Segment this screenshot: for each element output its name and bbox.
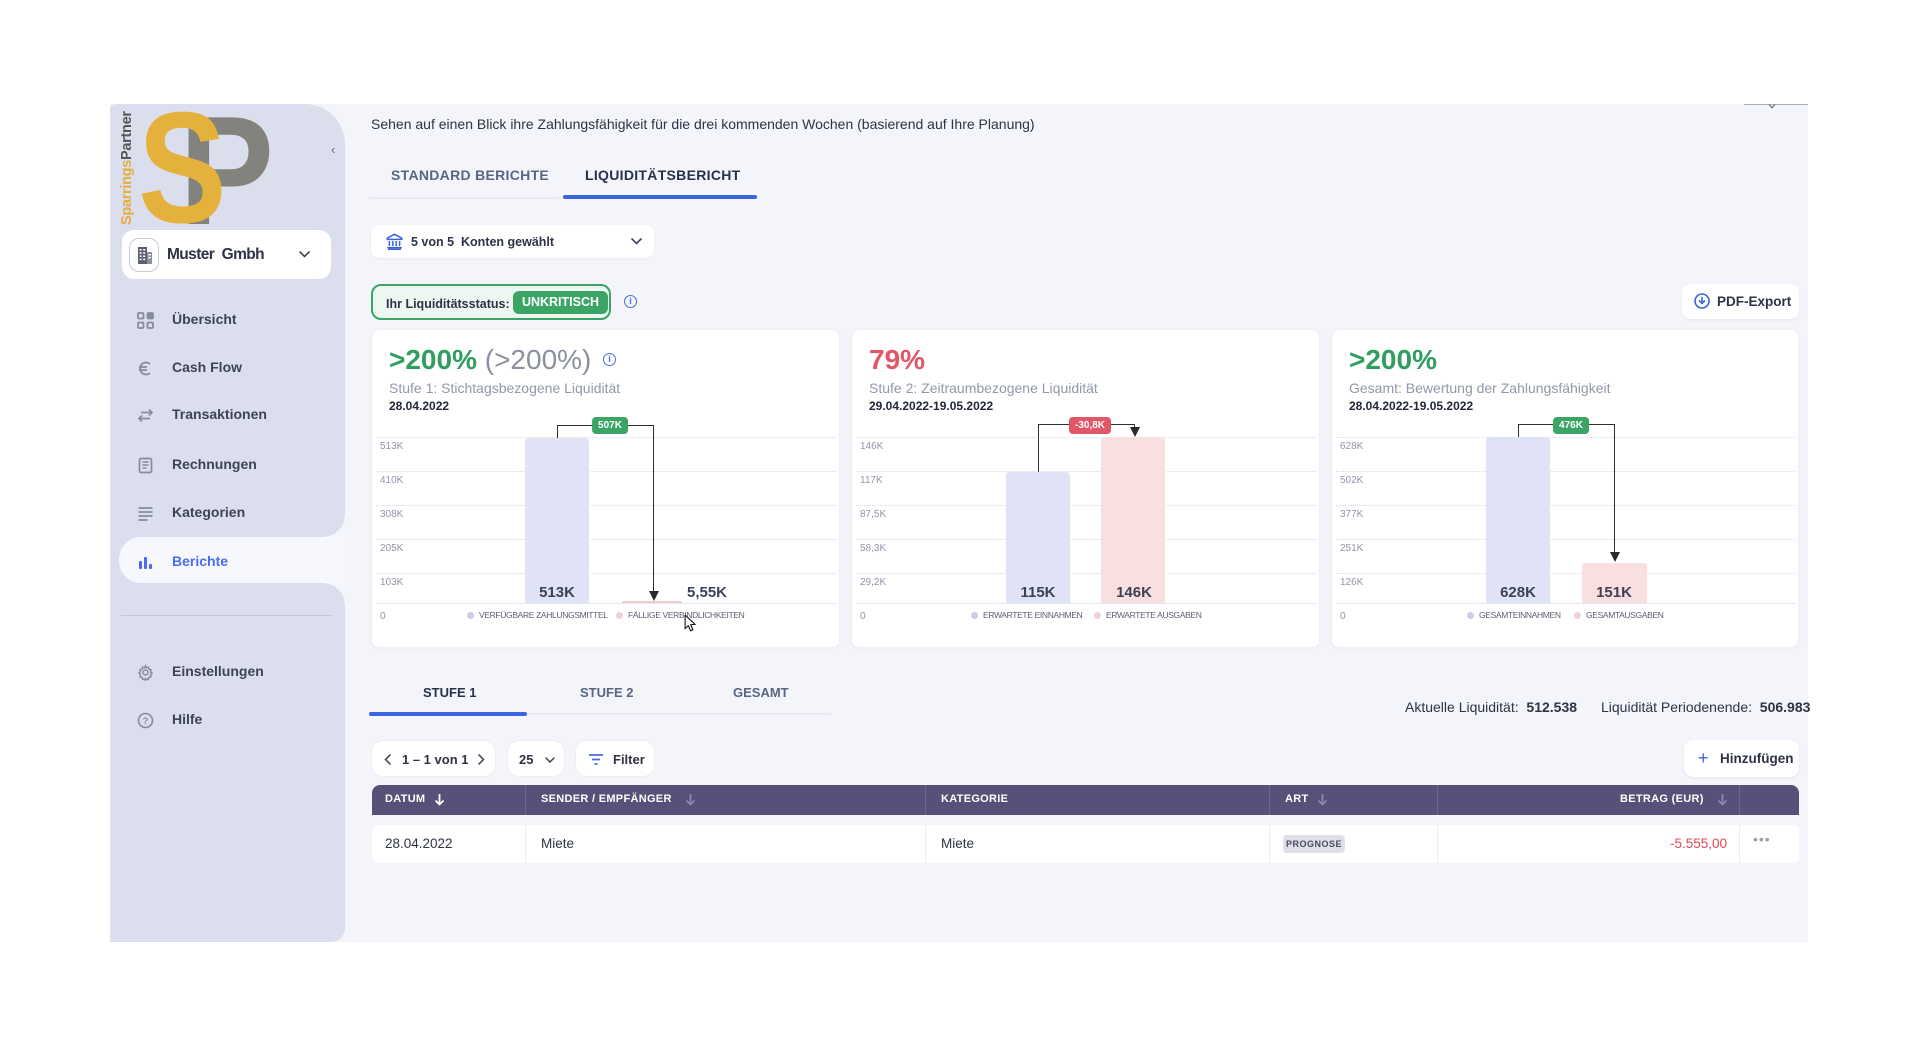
svg-text:?: ? bbox=[143, 716, 149, 727]
